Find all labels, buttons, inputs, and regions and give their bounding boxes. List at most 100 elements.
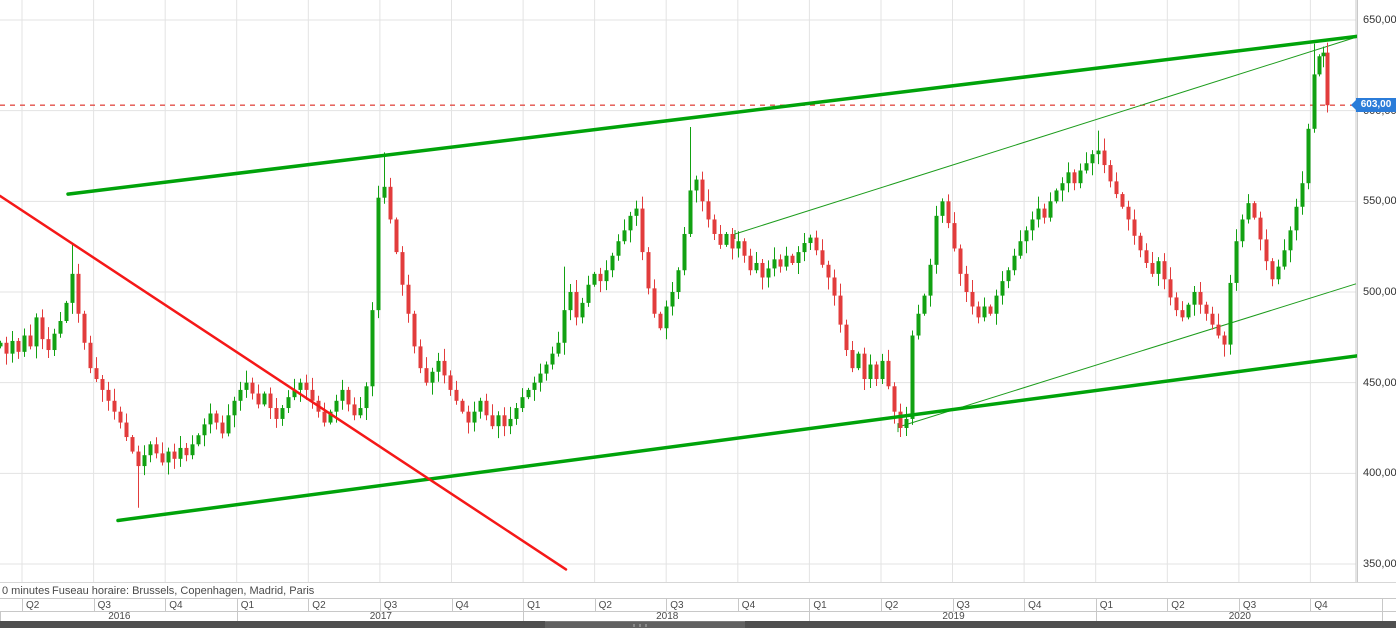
candle-body bbox=[700, 179, 705, 202]
candle-body bbox=[682, 233, 687, 271]
candle-body bbox=[286, 397, 291, 409]
inner-channel-top bbox=[734, 36, 1357, 235]
candle-body bbox=[790, 255, 795, 263]
candle-body bbox=[1126, 206, 1131, 220]
candle-body bbox=[340, 389, 345, 401]
candle-body bbox=[1048, 201, 1053, 218]
candle-body bbox=[1294, 206, 1299, 231]
candle-body bbox=[244, 382, 249, 390]
candle-body bbox=[820, 250, 825, 265]
candle-body bbox=[1321, 52, 1326, 57]
downtrend-line bbox=[0, 194, 568, 571]
candle-body bbox=[796, 252, 801, 263]
candle-body bbox=[226, 415, 231, 434]
candle-body bbox=[16, 340, 21, 352]
candle-body bbox=[772, 259, 777, 269]
year-cell: 2019 bbox=[809, 612, 1096, 622]
candle-body bbox=[256, 393, 261, 405]
last-price-value: 603,00 bbox=[1360, 99, 1392, 111]
candle-body bbox=[634, 208, 639, 216]
candle-body bbox=[550, 353, 555, 365]
candle-body bbox=[502, 415, 507, 427]
candle-body bbox=[640, 208, 645, 253]
y-axis-label: 400,00 bbox=[1363, 467, 1396, 480]
candle-body bbox=[868, 364, 873, 380]
candle-body bbox=[1174, 297, 1179, 311]
candle-body bbox=[196, 435, 201, 445]
candle-body bbox=[214, 413, 219, 423]
candle-body bbox=[496, 415, 501, 427]
price-axis[interactable]: 650,00600,00550,00500,00450,00400,00350,… bbox=[1357, 0, 1396, 582]
candle-body bbox=[466, 411, 471, 423]
candle-body bbox=[124, 422, 129, 438]
scrollbar-thumb[interactable] bbox=[545, 621, 745, 628]
candle-body bbox=[292, 389, 297, 398]
candle-body bbox=[802, 243, 807, 253]
candle-body bbox=[406, 284, 411, 314]
channel-bottom bbox=[116, 354, 1357, 523]
candle-body bbox=[1276, 266, 1281, 280]
quarter-cell: Q4 bbox=[737, 599, 810, 612]
candle-body bbox=[988, 306, 993, 314]
candle-body bbox=[472, 411, 477, 423]
candle-body bbox=[580, 302, 585, 318]
candle-body bbox=[844, 324, 849, 351]
candlestick-chart[interactable] bbox=[0, 0, 1357, 582]
candle-body bbox=[1054, 190, 1059, 202]
candle-body bbox=[4, 342, 9, 354]
candle-body bbox=[322, 411, 327, 423]
candle-body bbox=[982, 306, 987, 318]
year-cell: 2020 bbox=[1095, 612, 1383, 622]
y-axis-label: 500,00 bbox=[1363, 285, 1396, 298]
candle-body bbox=[514, 408, 519, 419]
horizontal-scrollbar[interactable] bbox=[0, 621, 1396, 628]
chart-footer: 0 minutes Fuseau horaire: Brussels, Cope… bbox=[0, 582, 1396, 599]
candle-body bbox=[172, 451, 177, 459]
candle-body bbox=[160, 453, 165, 463]
candle-body bbox=[148, 444, 153, 456]
quarter-cell: Q3 bbox=[379, 599, 452, 612]
quarter-cell: Q1 bbox=[1095, 599, 1168, 612]
candle-body bbox=[754, 262, 759, 271]
candle-body bbox=[1252, 203, 1257, 218]
candle-body bbox=[208, 413, 213, 425]
quarter-cell: Q2 bbox=[308, 599, 380, 612]
grip-icon bbox=[639, 624, 641, 627]
candle-body bbox=[874, 364, 879, 380]
candle-body bbox=[562, 310, 567, 343]
candle-body bbox=[1234, 241, 1239, 283]
candle-body bbox=[892, 386, 897, 412]
candle-body bbox=[1066, 172, 1071, 184]
candle-body bbox=[1000, 281, 1005, 296]
candle-body bbox=[460, 400, 465, 412]
candle-body bbox=[766, 268, 771, 278]
candle-body bbox=[28, 335, 33, 347]
candle-body bbox=[880, 360, 885, 380]
time-axis-years[interactable]: 2016 2017 2018 2019 2020 bbox=[0, 611, 1396, 622]
candle-body bbox=[40, 317, 45, 340]
candle-body bbox=[328, 411, 333, 423]
candle-body bbox=[1084, 163, 1089, 171]
candle-body bbox=[178, 447, 183, 459]
candle-body bbox=[304, 382, 309, 390]
badge-notch-icon bbox=[1351, 100, 1356, 111]
candle-body bbox=[856, 353, 861, 369]
candle-body bbox=[814, 237, 819, 251]
candle-body bbox=[424, 368, 429, 383]
candle-body bbox=[1192, 291, 1197, 305]
quarter-cell: Q1 bbox=[523, 599, 595, 612]
candle-body bbox=[478, 400, 483, 412]
time-axis-quarters[interactable]: Q2 Q3 Q4 Q1 Q2 Q3 Q4 Q1 Q2 Q3 Q4 Q1 Q2 Q3 Q4 Q1 Q2 Q3 Q4 bbox=[0, 598, 1396, 612]
candle-body bbox=[1312, 74, 1317, 129]
candle-body bbox=[568, 291, 573, 311]
candle-body bbox=[718, 233, 723, 245]
candle-body bbox=[490, 415, 495, 427]
candle-body bbox=[970, 291, 975, 307]
y-axis-label: 350,00 bbox=[1363, 557, 1396, 570]
candle-body bbox=[238, 389, 243, 401]
candle-body bbox=[838, 295, 843, 325]
candle-body bbox=[346, 389, 351, 405]
candle-body bbox=[1006, 270, 1011, 282]
quarter-cell: Q1 bbox=[236, 599, 309, 612]
candle-body bbox=[364, 386, 369, 409]
